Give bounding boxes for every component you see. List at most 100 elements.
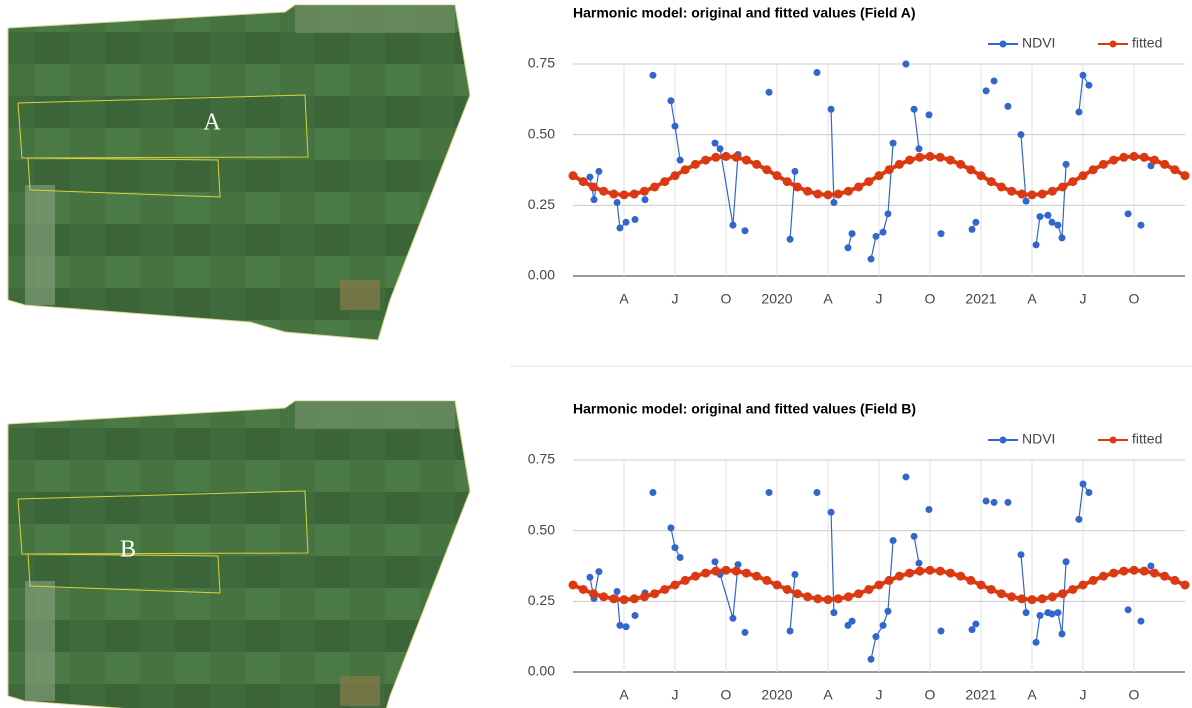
data-point — [616, 622, 623, 629]
data-point — [890, 140, 897, 147]
data-point — [915, 145, 922, 152]
data-point — [787, 236, 794, 243]
data-point — [681, 576, 690, 585]
data-point — [762, 165, 771, 174]
data-point — [1028, 595, 1037, 604]
legend-label: fitted — [1132, 35, 1162, 51]
data-point — [1119, 567, 1128, 576]
x-tick-label: O — [1129, 687, 1140, 703]
chart: Harmonic model: original and fitted valu… — [528, 401, 1190, 703]
data-point — [926, 566, 935, 575]
data-point — [997, 182, 1006, 191]
data-point — [987, 177, 996, 186]
data-point — [1119, 153, 1128, 162]
data-point — [803, 187, 812, 196]
data-point — [752, 572, 761, 581]
data-point — [1160, 572, 1169, 581]
data-point — [854, 182, 863, 191]
data-point — [1004, 103, 1011, 110]
data-point — [925, 111, 932, 118]
data-point — [783, 585, 792, 594]
data-point — [813, 69, 820, 76]
data-point — [946, 156, 955, 165]
data-point — [1017, 551, 1024, 558]
data-point — [936, 567, 945, 576]
data-point — [1004, 499, 1011, 506]
data-point — [1137, 618, 1144, 625]
data-point — [711, 567, 720, 576]
data-point — [595, 568, 602, 575]
field-label: B — [120, 537, 136, 563]
legend-swatch — [1000, 41, 1007, 48]
data-point — [1007, 592, 1016, 601]
satellite-image — [8, 5, 470, 340]
data-point — [614, 588, 621, 595]
data-point — [722, 566, 731, 575]
data-point — [1109, 569, 1118, 578]
data-point — [616, 224, 623, 231]
data-point — [773, 580, 782, 589]
data-point — [701, 156, 710, 165]
data-point — [1130, 566, 1139, 575]
data-point — [672, 123, 679, 130]
x-tick-label: 2020 — [761, 291, 792, 307]
data-point — [1080, 72, 1087, 79]
data-point — [1023, 609, 1030, 616]
data-point — [667, 524, 674, 531]
data-point — [677, 554, 684, 561]
data-point — [844, 187, 853, 196]
data-point — [1079, 580, 1088, 589]
data-point — [579, 177, 588, 186]
x-tick-label: O — [925, 687, 936, 703]
data-point — [1028, 190, 1037, 199]
data-point — [1085, 489, 1092, 496]
data-point — [1063, 161, 1070, 168]
data-point — [844, 592, 853, 601]
data-point — [1033, 639, 1040, 646]
data-point — [599, 187, 608, 196]
data-point — [793, 589, 802, 598]
data-point — [722, 152, 731, 161]
x-tick-label: 2021 — [965, 291, 996, 307]
data-point — [1130, 152, 1139, 161]
data-point — [1017, 190, 1026, 199]
x-tick-label: 2020 — [761, 687, 792, 703]
data-point — [642, 196, 649, 203]
data-point — [599, 592, 608, 601]
data-point — [711, 153, 720, 162]
data-point — [911, 106, 918, 113]
data-point — [742, 156, 751, 165]
data-point — [830, 199, 837, 206]
satellite-image — [8, 401, 470, 708]
data-point — [868, 256, 875, 263]
x-tick-label: O — [1129, 291, 1140, 307]
data-point — [875, 580, 884, 589]
data-point — [936, 153, 945, 162]
data-point — [915, 153, 924, 162]
data-point — [1085, 82, 1092, 89]
data-point — [1137, 222, 1144, 229]
data-point — [834, 594, 843, 603]
data-point — [983, 87, 990, 94]
data-point — [905, 156, 914, 165]
data-point — [701, 569, 710, 578]
data-point — [1125, 210, 1132, 217]
data-point — [849, 618, 856, 625]
data-point — [803, 592, 812, 601]
x-tick-label: J — [672, 687, 679, 703]
data-point — [828, 106, 835, 113]
data-point — [1048, 611, 1055, 618]
data-point — [1036, 612, 1043, 619]
data-point — [711, 140, 718, 147]
data-point — [569, 171, 578, 180]
data-point — [1054, 222, 1061, 229]
data-point — [872, 633, 879, 640]
data-point — [864, 177, 873, 186]
data-point — [630, 190, 639, 199]
data-point — [864, 585, 873, 594]
data-point — [773, 171, 782, 180]
data-point — [766, 489, 773, 496]
data-point — [956, 160, 965, 169]
data-point — [630, 594, 639, 603]
data-point — [1075, 109, 1082, 116]
